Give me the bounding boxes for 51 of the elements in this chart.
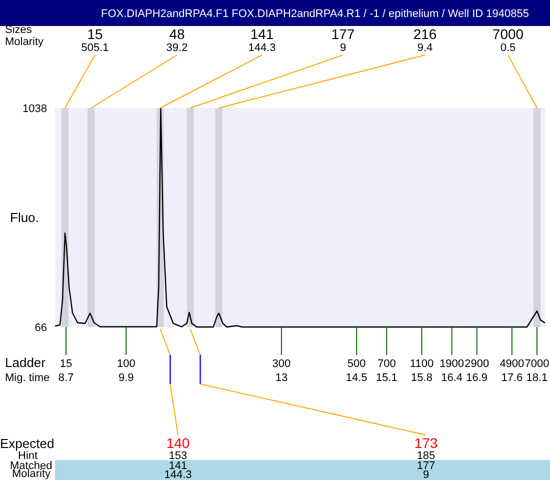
text: Sizes (5, 24, 32, 36)
text: Hint (18, 450, 38, 462)
y-tick-label: 66 (34, 322, 47, 334)
x-tick-label: 15.1 (376, 372, 398, 384)
x-tick-label: 16.4 (441, 372, 463, 384)
text: 500 (347, 358, 366, 370)
x-tick-label: 9.9 (118, 372, 134, 384)
text: 144.3 (164, 469, 192, 480)
text: 0.5 (500, 42, 516, 54)
text: 144.3 (248, 42, 276, 54)
text: 140 (166, 435, 190, 451)
text: 15 (87, 26, 103, 42)
x-tick-label: 17.6 (501, 372, 523, 384)
text: 177 (331, 26, 355, 42)
y-tick-label: 1038 (22, 103, 47, 115)
text: 15 (60, 358, 72, 370)
x-tick-label: 14.5 (346, 372, 368, 384)
text: 1100 (410, 358, 434, 370)
text: 216 (413, 26, 437, 42)
x-tick-label: 13 (275, 372, 288, 384)
text: Mig. time (5, 372, 50, 384)
text: Molarity (5, 36, 44, 48)
text: 9.4 (417, 42, 433, 54)
text: 48 (169, 26, 185, 42)
text: 505.1 (81, 42, 109, 54)
text: 300 (272, 358, 291, 370)
x-tick-label: 18.1 (526, 372, 548, 384)
text: 7000 (492, 26, 524, 42)
text: Ladder (5, 355, 46, 370)
text: Expected (0, 436, 54, 451)
text: Molarity (12, 468, 52, 480)
text: 9 (340, 42, 346, 54)
text: 1900 (440, 358, 464, 370)
x-tick-label: 8.7 (58, 372, 74, 384)
text: 153 (168, 450, 188, 462)
text: 2900 (464, 358, 490, 370)
x-tick-label: 15.8 (411, 372, 432, 384)
text: 4900 (500, 358, 524, 370)
chart-title: FOX.DIAPH2andRPA4.F1 FOX.DIAPH2andRPA4.R1 / -1 / epithelium / Well ID 1940855 (101, 8, 529, 20)
y-axis-title: Fluo. (10, 210, 39, 225)
text: 700 (377, 358, 396, 370)
text: 177 (416, 460, 436, 472)
text: 185 (416, 450, 436, 462)
text: 9 (422, 469, 430, 480)
text: 7000 (524, 358, 550, 370)
line-series (54, 107, 546, 328)
text: 100 (116, 358, 136, 370)
x-tick-label: 16.9 (466, 372, 488, 384)
text: 173 (414, 435, 438, 451)
text: 39.2 (166, 42, 188, 54)
text: 141 (250, 26, 274, 42)
